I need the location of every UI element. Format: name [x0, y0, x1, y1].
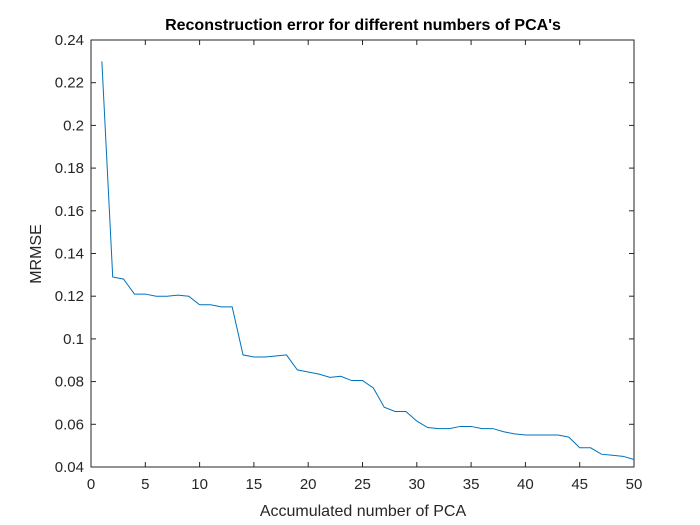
y-tick-label: 0.1 [63, 331, 84, 348]
y-tick-label: 0.06 [55, 416, 84, 433]
x-tick-label: 50 [626, 476, 643, 493]
tick-marks [90, 39, 635, 468]
x-tick-label: 40 [517, 476, 534, 493]
y-tick-label: 0.24 [55, 32, 84, 49]
x-axis-label: Accumulated number of PCA [260, 503, 467, 520]
y-tick-label: 0.22 [55, 75, 84, 92]
y-tick-label: 0.04 [55, 459, 84, 476]
chart-title: Reconstruction error for different numbe… [165, 17, 561, 34]
y-tick-label: 0.08 [55, 374, 84, 391]
y-axis-label: MRMSE [28, 224, 45, 284]
x-tick-labels: 0 5 10 15 20 25 30 35 40 45 50 [87, 476, 643, 493]
y-tick-label: 0.14 [55, 246, 84, 263]
x-tick-label: 0 [87, 476, 95, 493]
y-tick-label: 0.12 [55, 288, 84, 305]
y-tick-label: 0.2 [63, 117, 84, 134]
x-tick-label: 45 [571, 476, 588, 493]
x-tick-label: 20 [300, 476, 317, 493]
plot-area [90, 39, 635, 468]
x-tick-label: 5 [141, 476, 149, 493]
x-tick-label: 25 [354, 476, 371, 493]
x-tick-label: 35 [463, 476, 480, 493]
x-tick-label: 15 [246, 476, 263, 493]
y-tick-label: 0.18 [55, 160, 84, 177]
y-tick-labels: 0.04 0.06 0.08 0.1 0.12 0.14 0.16 0.18 0.2 0.22 0.… [55, 32, 84, 476]
x-tick-label: 10 [191, 476, 208, 493]
y-tick-label: 0.16 [55, 203, 84, 220]
x-tick-label: 30 [408, 476, 425, 493]
series-line [101, 61, 635, 461]
